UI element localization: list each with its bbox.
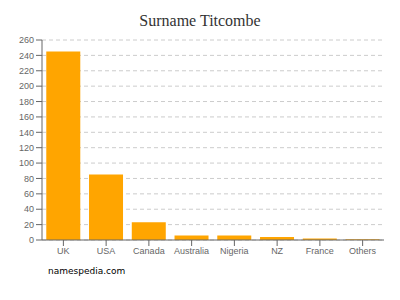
svg-text:240: 240 — [19, 51, 34, 61]
html-text:namespedia.com: namespedia.com — [48, 266, 126, 276]
svg-text:160: 160 — [19, 112, 34, 122]
svg-text:Others: Others — [349, 246, 377, 256]
svg-text:UK: UK — [57, 246, 70, 256]
svg-text:220: 220 — [19, 66, 34, 76]
svg-text:40: 40 — [24, 204, 34, 214]
svg-text:260: 260 — [19, 35, 34, 45]
svg-text:NZ: NZ — [271, 246, 283, 256]
svg-text:Canada: Canada — [133, 246, 165, 256]
svg-text:140: 140 — [19, 128, 34, 138]
svg-text:0: 0 — [29, 235, 34, 245]
svg-text:120: 120 — [19, 143, 34, 153]
svg-text:100: 100 — [19, 158, 34, 168]
svg-text:200: 200 — [19, 81, 34, 91]
svg-text:180: 180 — [19, 97, 34, 107]
html-text:Surname Titcombe: Surname Titcombe — [139, 12, 261, 29]
svg-text:Australia: Australia — [174, 246, 209, 256]
svg-text:20: 20 — [24, 220, 34, 230]
svg-text:USA: USA — [97, 246, 116, 256]
svg-text:80: 80 — [24, 174, 34, 184]
svg-text:60: 60 — [24, 189, 34, 199]
svg-text:Nigeria: Nigeria — [220, 246, 249, 256]
svg-text:France: France — [306, 246, 334, 256]
